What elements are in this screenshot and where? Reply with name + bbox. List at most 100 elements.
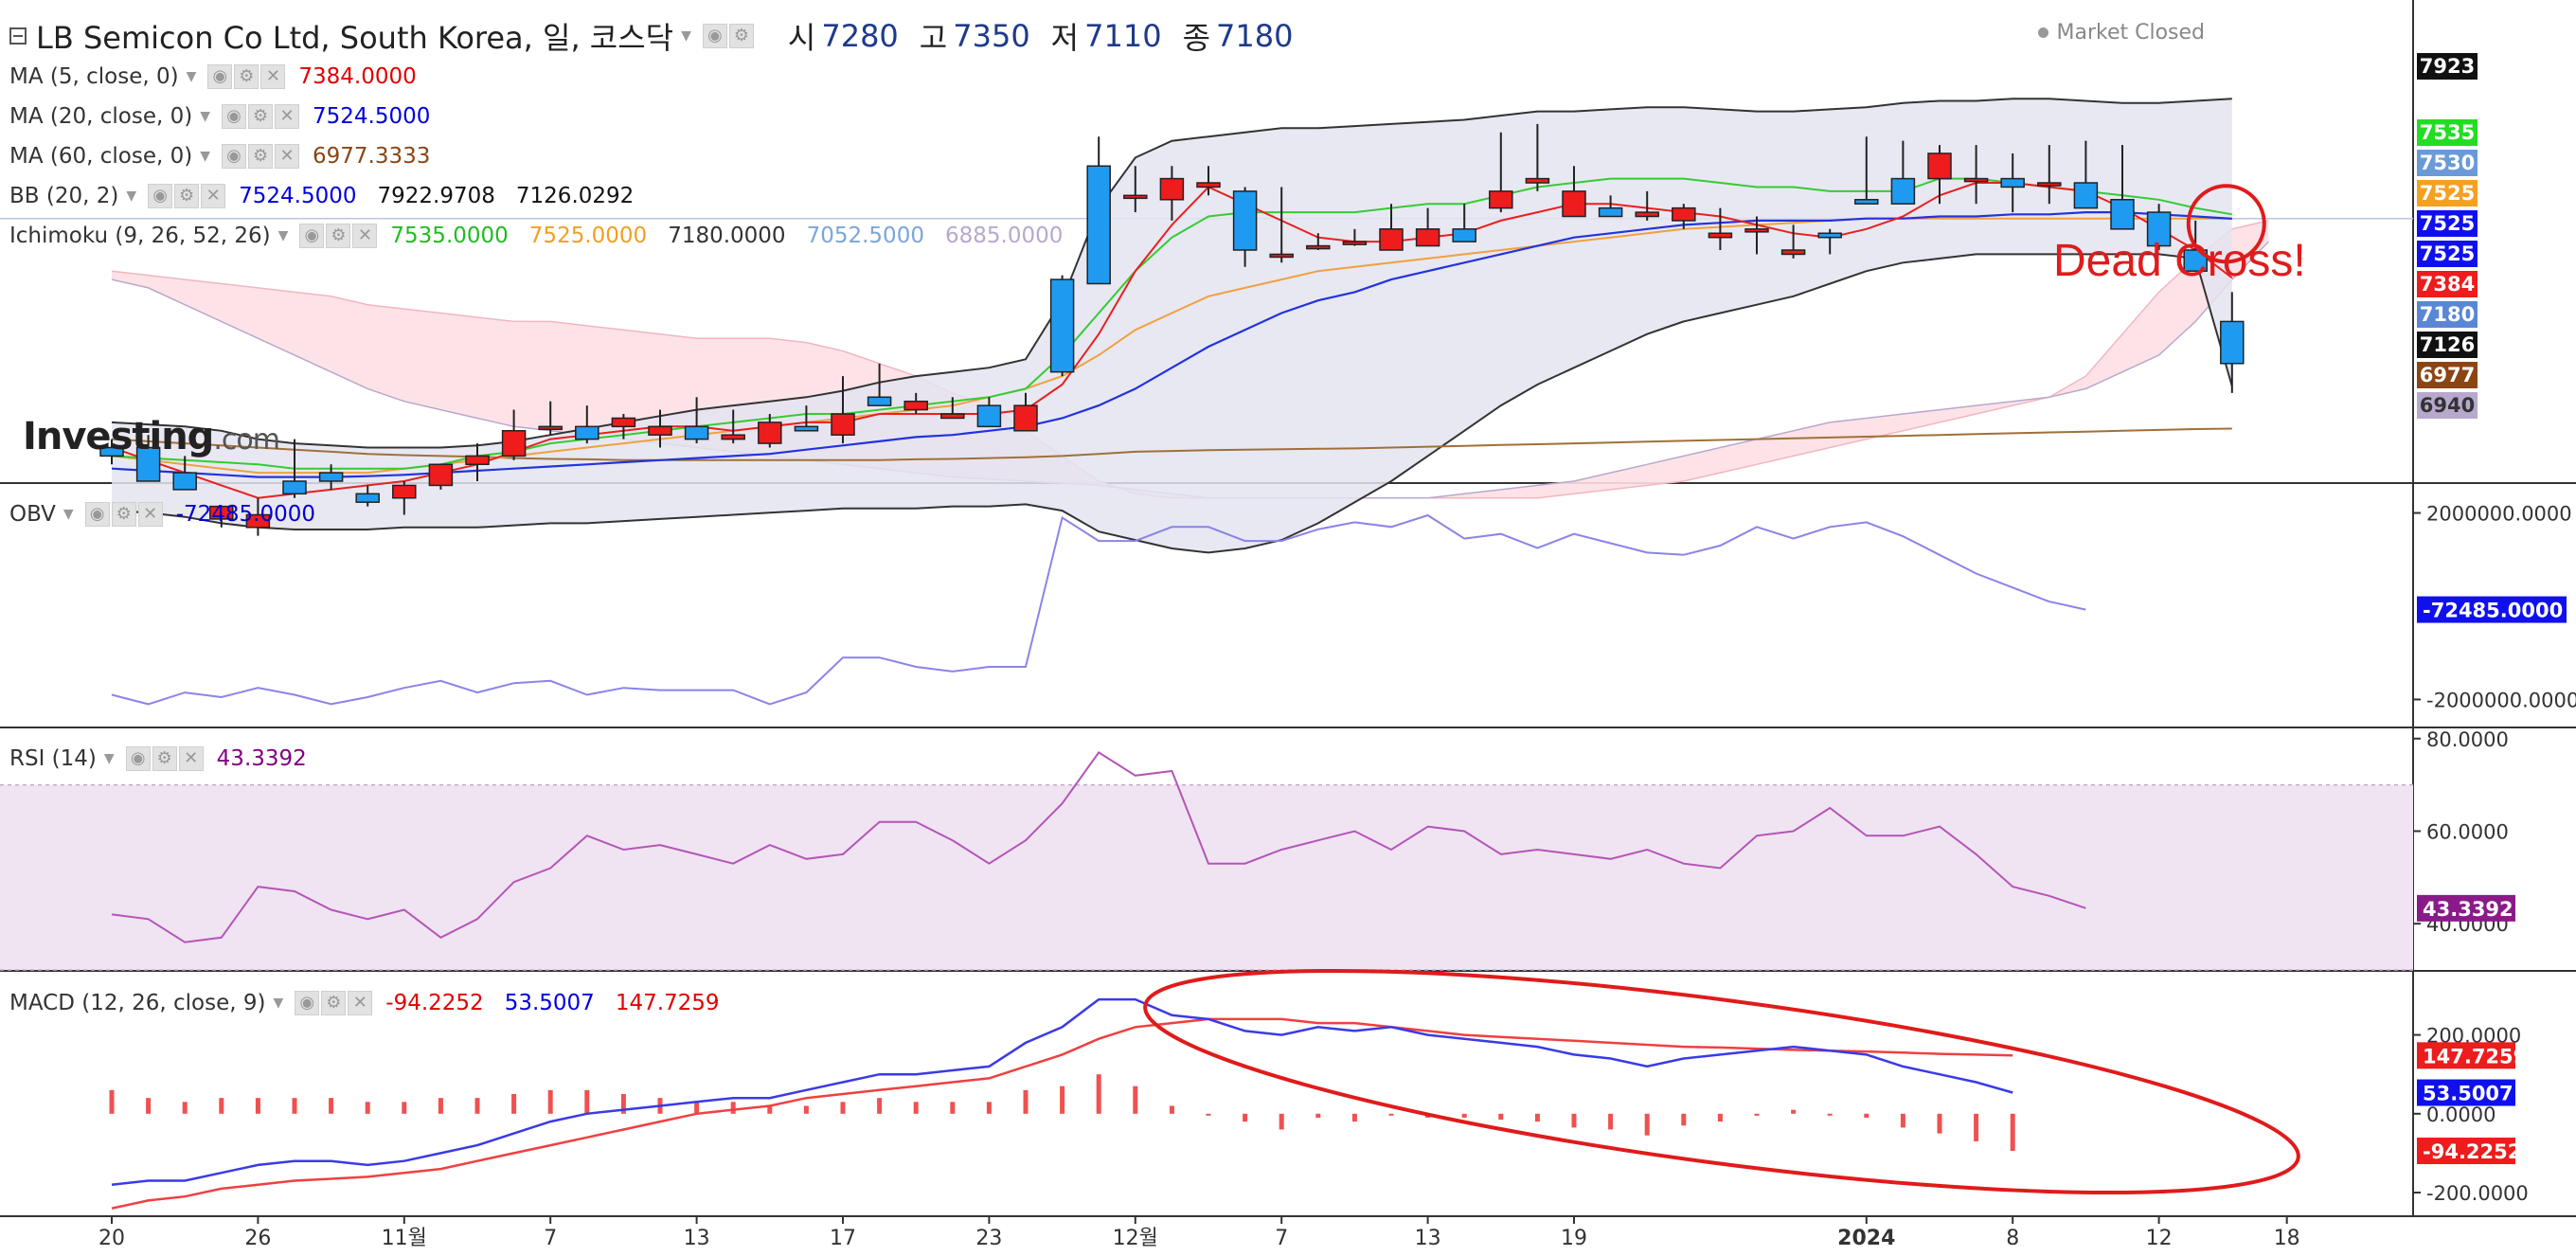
candle[interactable] — [2220, 292, 2245, 393]
candle[interactable] — [1708, 207, 1733, 250]
eye-icon[interactable]: ◉ — [148, 184, 173, 208]
chevron-down-icon[interactable]: ▼ — [103, 751, 115, 766]
candle[interactable] — [1306, 233, 1331, 250]
close-icon[interactable]: ✕ — [178, 746, 204, 771]
eye-icon[interactable]: ◉ — [702, 24, 727, 48]
candle[interactable] — [1927, 145, 1952, 205]
macd-header[interactable]: MACD (12, 26, close, 9) ▼ ◉ ⚙ ✕ -94.2252 53.50… — [9, 985, 741, 1021]
candle[interactable] — [1159, 166, 1185, 221]
candle[interactable] — [1232, 187, 1258, 267]
chevron-down-icon[interactable]: ▼ — [273, 996, 284, 1011]
title-controls[interactable]: ◉ ⚙ — [702, 24, 754, 48]
close-icon[interactable]: ✕ — [201, 184, 226, 208]
candle[interactable] — [282, 439, 307, 498]
indicator-controls[interactable]: ◉ ⚙ ✕ — [84, 502, 163, 527]
eye-icon[interactable]: ◉ — [299, 224, 325, 248]
indicator-controls[interactable]: ◉ ⚙ ✕ — [207, 64, 286, 89]
candle[interactable] — [867, 363, 892, 406]
candle[interactable] — [245, 497, 271, 536]
candle[interactable] — [1672, 204, 1696, 229]
indicator-line[interactable]: Ichimoku (9, 26, 52, 26) ▼ ◉ ⚙ ✕ 7535.0000 752… — [9, 218, 1083, 254]
candle[interactable] — [1817, 228, 1842, 255]
candle[interactable] — [1854, 136, 1879, 205]
eye-icon[interactable]: ◉ — [222, 104, 247, 129]
x-axis[interactable]: 20 26 11월 7 13 17 23 12월 7 13 19 2024 8 12 18 — [98, 1216, 2300, 1250]
eye-icon[interactable]: ◉ — [84, 502, 110, 527]
indicator-line[interactable]: MA (5, close, 0) ▼ ◉ ⚙ ✕ 7384.0000 — [9, 59, 438, 95]
candle[interactable] — [2146, 204, 2172, 250]
indicator-controls[interactable]: ◉ ⚙ ✕ — [148, 184, 226, 208]
close-icon[interactable]: ✕ — [260, 64, 286, 89]
candle[interactable] — [2110, 145, 2135, 230]
candle[interactable] — [1049, 275, 1075, 377]
candle[interactable] — [1196, 166, 1221, 196]
candle[interactable] — [1452, 204, 1476, 242]
candle[interactable] — [501, 409, 527, 460]
close-icon[interactable]: ✕ — [275, 144, 300, 169]
indicator-controls[interactable]: ◉ ⚙ ✕ — [222, 104, 300, 129]
close-icon[interactable]: ✕ — [348, 991, 373, 1015]
indicator-controls[interactable]: ◉ ⚙ ✕ — [222, 144, 300, 169]
indicator-controls[interactable]: ◉ ⚙ ✕ — [295, 991, 373, 1015]
eye-icon[interactable]: ◉ — [222, 144, 247, 169]
close-icon[interactable]: ✕ — [137, 502, 163, 527]
candle[interactable] — [903, 392, 928, 415]
gear-icon[interactable]: ⚙ — [152, 746, 177, 771]
close-icon[interactable]: ✕ — [352, 224, 378, 248]
candle[interactable] — [99, 439, 124, 465]
candle[interactable] — [2073, 140, 2099, 209]
candle[interactable] — [2000, 153, 2025, 213]
chevron-down-icon[interactable]: ▼ — [63, 507, 74, 522]
chevron-down-icon[interactable]: ▼ — [186, 69, 197, 84]
chevron-down-icon[interactable]: ▼ — [681, 28, 691, 44]
candle[interactable] — [831, 376, 855, 444]
candle[interactable] — [721, 409, 745, 444]
candle[interactable] — [318, 464, 344, 490]
gear-icon[interactable]: ⚙ — [326, 224, 351, 248]
candle[interactable] — [1086, 136, 1111, 285]
candle[interactable] — [392, 481, 417, 515]
candle[interactable] — [209, 505, 234, 528]
candle[interactable] — [684, 397, 709, 444]
chevron-down-icon[interactable]: ▼ — [200, 149, 211, 164]
candle[interactable] — [135, 435, 161, 482]
chevron-down-icon[interactable]: ▼ — [200, 109, 211, 124]
candle[interactable] — [611, 414, 636, 440]
candle[interactable] — [1379, 204, 1404, 251]
candle[interactable] — [538, 401, 563, 436]
candle[interactable] — [1780, 224, 1806, 259]
candle[interactable] — [940, 397, 965, 420]
candle[interactable] — [172, 456, 197, 491]
gear-icon[interactable]: ⚙ — [248, 104, 274, 129]
gear-icon[interactable]: ⚙ — [321, 991, 347, 1015]
candle[interactable] — [1269, 187, 1294, 263]
close-icon[interactable]: ✕ — [275, 104, 300, 129]
indicator-controls[interactable]: ◉ ⚙ ✕ — [299, 224, 378, 248]
candle[interactable] — [575, 405, 599, 444]
candle[interactable] — [428, 463, 454, 490]
candle[interactable] — [1342, 228, 1368, 246]
candle[interactable] — [1123, 166, 1148, 213]
candle[interactable] — [1489, 132, 1513, 213]
indicator-controls[interactable]: ◉ ⚙ ✕ — [125, 746, 204, 771]
candle[interactable] — [976, 397, 1002, 428]
gear-icon[interactable]: ⚙ — [728, 24, 754, 48]
candle[interactable] — [1598, 195, 1623, 218]
gear-icon[interactable]: ⚙ — [111, 502, 136, 527]
chevron-down-icon[interactable]: ▼ — [126, 188, 137, 204]
candle[interactable] — [1525, 123, 1550, 191]
macd-panel[interactable]: 200.00000.0000-200.0000147.725953.5007-9… — [109, 925, 2529, 1239]
obv-header[interactable]: OBV ▼ ◉ ⚙ ✕ -72485.0000 — [9, 496, 336, 532]
candle[interactable] — [1562, 166, 1586, 218]
collapse-icon[interactable] — [9, 27, 27, 45]
gear-icon[interactable]: ⚙ — [248, 144, 274, 169]
eye-icon[interactable]: ◉ — [125, 746, 151, 771]
candle[interactable] — [1744, 216, 1769, 255]
candle[interactable] — [355, 485, 380, 507]
candle[interactable] — [794, 405, 819, 432]
gear-icon[interactable]: ⚙ — [234, 64, 259, 89]
obv-panel[interactable]: 2000000.0000 -2000000.0000 -72485.0000 — [111, 503, 2576, 712]
rsi-header[interactable]: RSI (14) ▼ ◉ ⚙ ✕ 43.3392 — [9, 741, 328, 777]
